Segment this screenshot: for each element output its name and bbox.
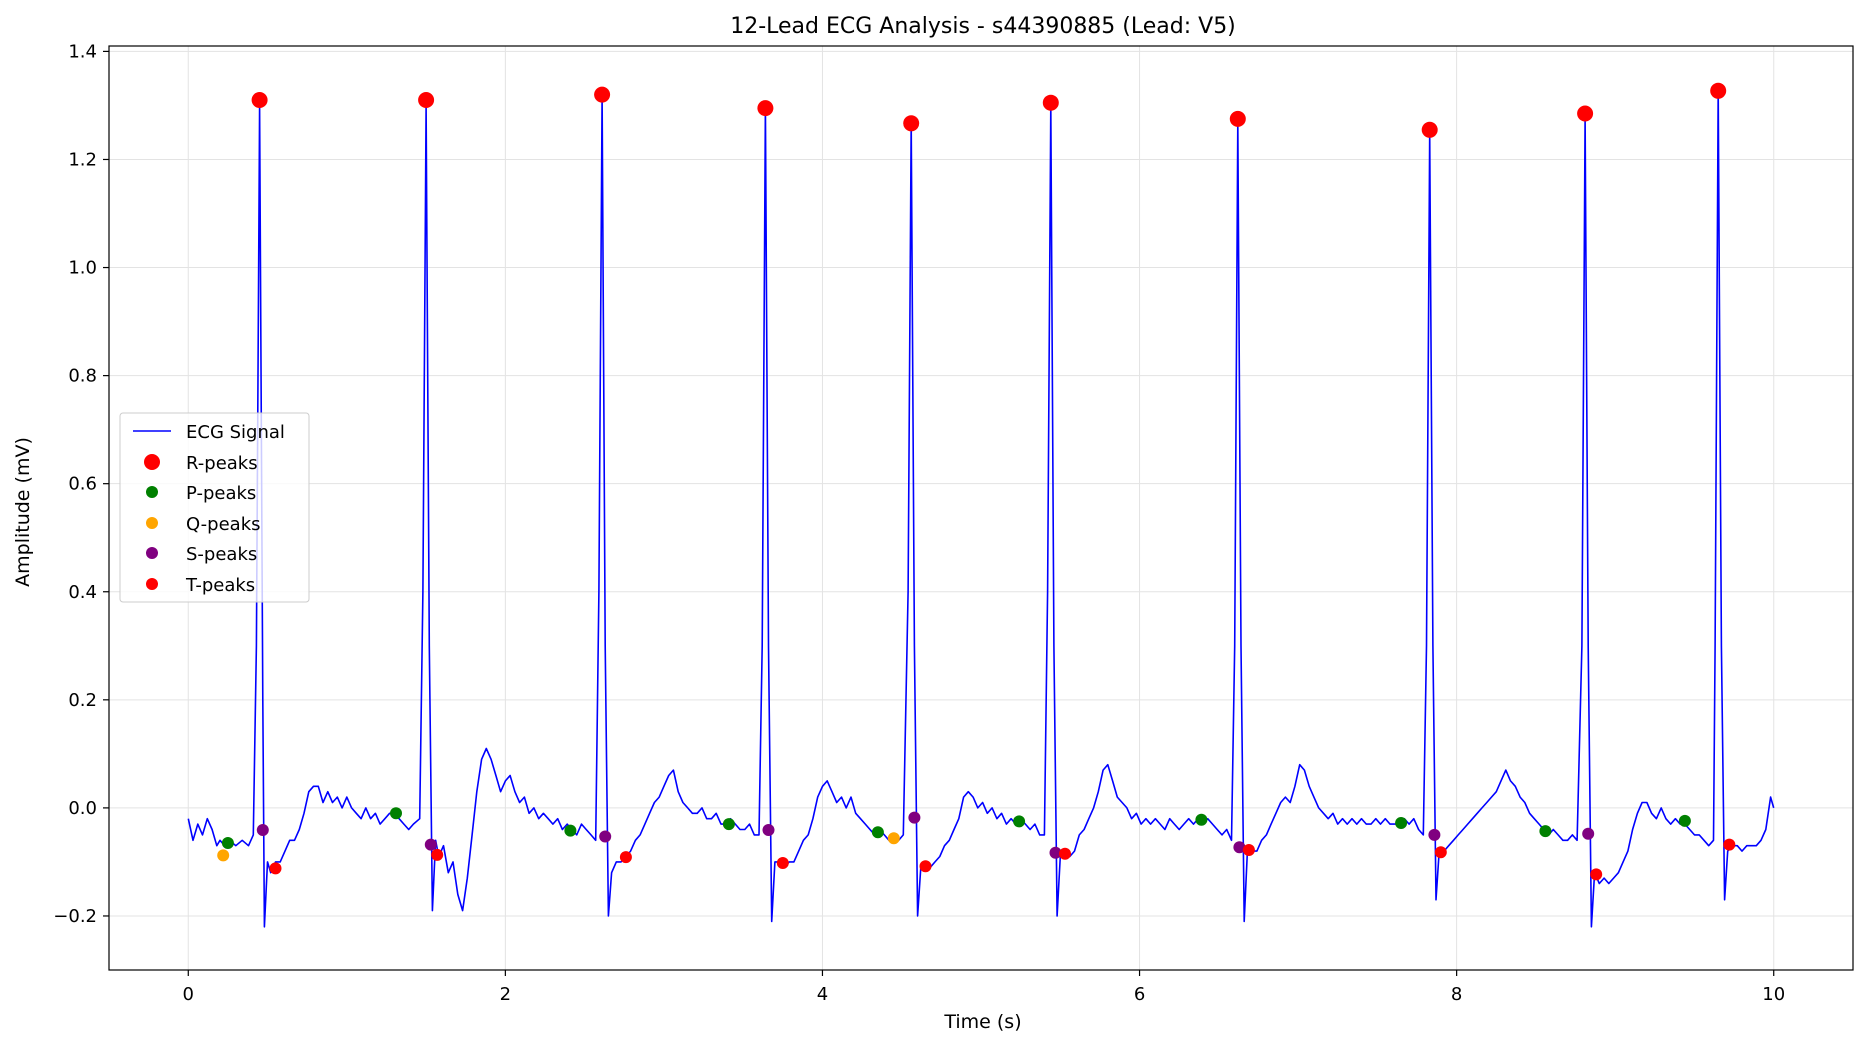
legend: ECG Signal R-peaks P-peaks Q-peaks S-pea… — [119, 412, 310, 603]
legend-label-s-peaks: S-peaks — [186, 544, 257, 565]
legend-box — [119, 412, 310, 603]
r-peaks-marker — [757, 100, 774, 117]
y-axis-label: Amplitude (mV) — [12, 437, 34, 587]
q-peaks-marker — [217, 849, 230, 862]
p-peaks-marker — [1678, 814, 1691, 827]
r-peaks-marker — [418, 92, 435, 108]
p-peaks-marker — [564, 824, 577, 837]
t-peaks-marker — [1059, 847, 1071, 860]
p-peaks-marker — [390, 807, 402, 820]
r-peaks-marker — [1421, 121, 1438, 138]
peak-markers — [217, 82, 1736, 881]
legend-swatch-t-peaks — [146, 578, 158, 590]
y-tick-label: 0.6 — [68, 474, 97, 495]
p-peaks-marker — [722, 818, 735, 831]
r-peaks-marker — [1229, 110, 1246, 127]
r-peaks-marker — [1710, 82, 1727, 99]
t-peaks-marker — [1590, 868, 1603, 881]
s-peaks-marker — [908, 811, 921, 824]
legend-swatch-p-peaks — [146, 486, 158, 498]
x-axis-label: Time (s) — [943, 1011, 1021, 1033]
p-peaks-marker — [871, 826, 884, 839]
p-peaks-marker — [1395, 817, 1408, 829]
legend-swatch-r-peaks — [144, 454, 160, 470]
x-tick-label: 10 — [1762, 984, 1785, 1005]
p-peaks-marker — [1195, 813, 1208, 826]
s-peaks-marker — [599, 830, 612, 843]
plot-area-frame — [108, 45, 1854, 971]
x-axis-ticks: 0 2 4 6 8 10 — [183, 970, 1785, 1005]
y-tick-label: 1.0 — [68, 258, 97, 279]
x-tick-label: 2 — [500, 984, 511, 1005]
s-peaks-marker — [1428, 828, 1441, 841]
t-peaks-marker — [776, 857, 789, 869]
legend-label-q-peaks: Q-peaks — [186, 514, 261, 535]
r-peaks-marker — [903, 115, 920, 132]
grid — [109, 46, 1853, 970]
s-peaks-marker — [1582, 827, 1595, 840]
t-peaks-marker — [1434, 846, 1447, 859]
t-peaks-marker — [919, 860, 932, 873]
legend-label-p-peaks: P-peaks — [186, 483, 256, 504]
y-tick-label: 0.0 — [68, 798, 97, 819]
t-peaks-marker — [1242, 844, 1255, 856]
s-peaks-marker — [256, 824, 269, 836]
legend-swatch-s-peaks — [146, 547, 158, 559]
y-tick-label: 0.8 — [68, 366, 97, 387]
r-peaks-marker — [1577, 105, 1594, 122]
s-peaks-marker — [762, 824, 775, 836]
legend-label-ecg-signal: ECG Signal — [186, 422, 285, 443]
s-peaks-marker — [1233, 841, 1246, 854]
t-peaks-marker — [269, 862, 282, 875]
p-peaks-marker — [221, 837, 234, 849]
p-peaks-marker — [1013, 815, 1026, 828]
t-peaks-marker — [1723, 838, 1736, 851]
legend-label-r-peaks: R-peaks — [186, 453, 258, 474]
x-tick-label: 6 — [1134, 984, 1145, 1005]
p-peaks-marker — [1539, 825, 1552, 838]
legend-swatch-q-peaks — [146, 517, 158, 529]
t-peaks-marker — [431, 848, 444, 861]
q-peaks-marker — [887, 832, 900, 845]
t-peaks-marker — [619, 851, 632, 864]
x-tick-label: 8 — [1451, 984, 1462, 1005]
legend-label-t-peaks: T-peaks — [185, 575, 255, 596]
s-peaks-marker — [1049, 846, 1062, 859]
r-peaks-marker — [594, 86, 611, 103]
y-tick-label: 0.2 — [68, 690, 97, 711]
y-tick-label: 0.4 — [68, 582, 97, 603]
y-axis-ticks: −0.2 0.0 0.2 0.4 0.6 0.8 1.0 1.2 1.4 — [53, 41, 109, 927]
y-tick-label: 1.4 — [68, 41, 97, 62]
y-tick-label: 1.2 — [68, 149, 97, 170]
ecg-signal-line — [187, 88, 1775, 928]
r-peaks-marker — [251, 92, 268, 108]
r-peaks-marker — [1042, 94, 1059, 111]
y-tick-label: −0.2 — [53, 906, 97, 927]
s-peaks-marker — [424, 838, 437, 851]
x-tick-label: 4 — [817, 984, 828, 1005]
chart-title: 12-Lead ECG Analysis - s44390885 (Lead: … — [730, 14, 1236, 39]
x-tick-label: 0 — [183, 984, 194, 1005]
